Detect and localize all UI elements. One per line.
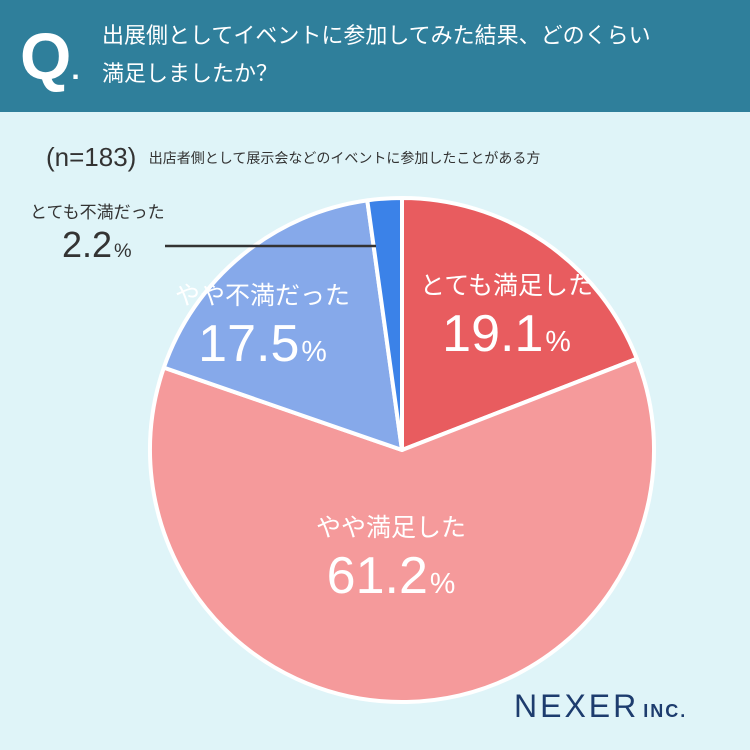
nexer-logo: NEXER INC.: [514, 688, 688, 724]
pie-slice-somewhat-satisfied: [148, 356, 656, 704]
pie-slice-very-satisfied: [400, 196, 639, 452]
q-badge: Q.: [20, 19, 80, 93]
slice-label-group-very-satisfied: とても満足した 19.1%: [420, 266, 593, 374]
slice-value-somewhat-dissatisfied: 17.5%: [198, 315, 327, 373]
slice-label-group-somewhat-dissatisfied: やや不満だった 17.5%: [175, 276, 350, 384]
sample-description: 出店者側として展示会などのイベントに参加したことがある方: [148, 151, 541, 167]
pie-slice-very-dissatisfied: [365, 196, 404, 452]
sample-info: (n=183) 出店者側として展示会などのイベントに参加したことがある方: [46, 142, 540, 173]
slice-label-group-somewhat-satisfied: やや満足した 61.2%: [316, 508, 466, 616]
slice-label-somewhat-dissatisfied: やや不満だった: [175, 281, 351, 310]
pie-slice-somewhat-dissatisfied: [161, 198, 404, 452]
slice-label-somewhat-satisfied: やや満足した: [316, 513, 467, 542]
slice-value-very-satisfied: 19.1%: [442, 305, 571, 363]
question-text: 出展側としてイベントに参加してみた結果、どのくらい 満足しましたか？: [102, 18, 732, 94]
slice-label-very-dissatisfied: とても不満だった: [30, 203, 165, 223]
slice-value-very-dissatisfied: 2.2%: [62, 224, 132, 265]
question-line-2: 満足しましたか？: [102, 62, 279, 87]
sample-size: (n=183): [46, 142, 137, 172]
slice-label-very-satisfied: とても満足した: [420, 271, 594, 300]
slice-value-somewhat-satisfied: 61.2%: [326, 547, 456, 605]
question-header: Q. 出展側としてイベントに参加してみた結果、どのくらい 満足しましたか？: [0, 0, 750, 112]
question-line-1: 出展側としてイベントに参加してみた結果、どのくらい: [102, 24, 651, 49]
